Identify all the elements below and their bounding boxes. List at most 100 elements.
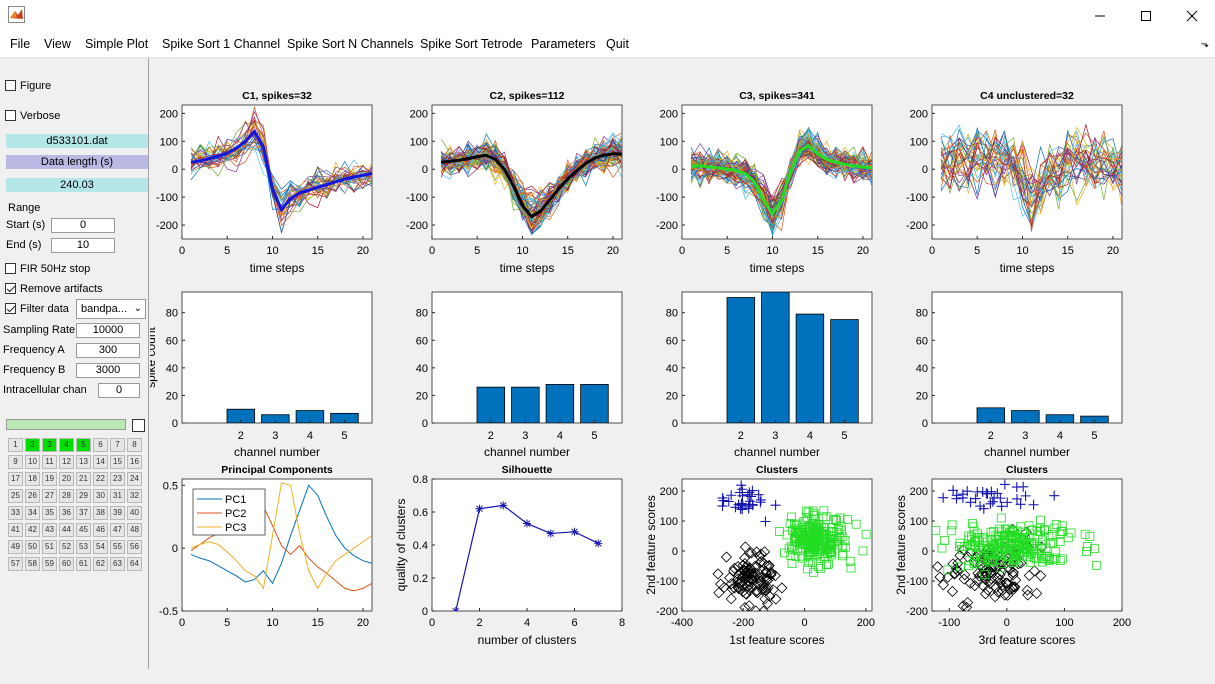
verbose-checkbox[interactable] xyxy=(5,110,16,121)
cluster-point-square xyxy=(1055,537,1065,547)
channel-button-51[interactable]: 51 xyxy=(42,540,57,554)
channel-button-5[interactable]: 5 xyxy=(76,438,91,452)
channel-button-37[interactable]: 37 xyxy=(76,506,91,520)
maximize-button[interactable] xyxy=(1123,0,1169,31)
channel-button-22[interactable]: 22 xyxy=(93,472,108,486)
channel-button-25[interactable]: 25 xyxy=(8,489,23,503)
channel-button-47[interactable]: 47 xyxy=(110,523,125,537)
channel-button-13[interactable]: 13 xyxy=(76,455,91,469)
channel-button-36[interactable]: 36 xyxy=(59,506,74,520)
channel-button-42[interactable]: 42 xyxy=(25,523,40,537)
channel-button-28[interactable]: 28 xyxy=(59,489,74,503)
channel-button-20[interactable]: 20 xyxy=(59,472,74,486)
channel-button-60[interactable]: 60 xyxy=(59,557,74,571)
remove-artifacts-checkbox[interactable] xyxy=(5,283,16,294)
menu-view[interactable]: View xyxy=(44,37,71,51)
channel-button-59[interactable]: 59 xyxy=(42,557,57,571)
menu-simple-plot[interactable]: Simple Plot xyxy=(85,37,149,51)
channel-button-61[interactable]: 61 xyxy=(76,557,91,571)
channel-button-23[interactable]: 23 xyxy=(110,472,125,486)
channel-button-30[interactable]: 30 xyxy=(93,489,108,503)
channel-button-63[interactable]: 63 xyxy=(110,557,125,571)
fir-50hz-checkbox[interactable] xyxy=(5,263,16,274)
bar-ch4 xyxy=(295,410,325,423)
channel-button-16[interactable]: 16 xyxy=(127,455,142,469)
cluster-point-plus xyxy=(948,485,959,496)
channel-button-32[interactable]: 32 xyxy=(127,489,142,503)
channel-button-44[interactable]: 44 xyxy=(59,523,74,537)
channel-button-35[interactable]: 35 xyxy=(42,506,57,520)
channel-button-38[interactable]: 38 xyxy=(93,506,108,520)
minimize-button[interactable] xyxy=(1077,0,1123,31)
menu-quit[interactable]: Quit xyxy=(606,37,629,51)
filter-data-checkbox[interactable] xyxy=(5,303,16,314)
channel-button-7[interactable]: 7 xyxy=(110,438,125,452)
channel-button-40[interactable]: 40 xyxy=(127,506,142,520)
channel-button-8[interactable]: 8 xyxy=(127,438,142,452)
channel-button-31[interactable]: 31 xyxy=(110,489,125,503)
menu-spike-sort-1-channel[interactable]: Spike Sort 1 Channel xyxy=(162,37,281,51)
channel-button-54[interactable]: 54 xyxy=(93,540,108,554)
chart-6: channel number 2 3 4 5 0 20 40 60 80 xyxy=(416,291,623,459)
channel-button-43[interactable]: 43 xyxy=(42,523,57,537)
start-input[interactable]: 0 xyxy=(51,218,115,233)
channel-button-11[interactable]: 11 xyxy=(42,455,57,469)
channel-button-29[interactable]: 29 xyxy=(76,489,91,503)
channel-button-10[interactable]: 10 xyxy=(25,455,40,469)
spike-trace xyxy=(690,141,872,224)
channel-button-6[interactable]: 6 xyxy=(93,438,108,452)
channel-button-62[interactable]: 62 xyxy=(93,557,108,571)
x-tick-label: 0 xyxy=(429,245,435,257)
channel-button-41[interactable]: 41 xyxy=(8,523,23,537)
frequency-b-input[interactable]: 3000 xyxy=(76,363,140,378)
menu-spike-sort-n-channels[interactable]: Spike Sort N Channels xyxy=(287,37,414,51)
menu-spike-sort-tetrode[interactable]: Spike Sort Tetrode xyxy=(420,37,523,51)
channel-button-53[interactable]: 53 xyxy=(76,540,91,554)
channel-button-46[interactable]: 46 xyxy=(93,523,108,537)
channel-button-57[interactable]: 57 xyxy=(8,557,23,571)
menu-parameters[interactable]: Parameters xyxy=(531,37,596,51)
channel-button-27[interactable]: 27 xyxy=(42,489,57,503)
channel-button-17[interactable]: 17 xyxy=(8,472,23,486)
cluster-point-diamond xyxy=(718,581,730,593)
channel-button-50[interactable]: 50 xyxy=(25,540,40,554)
sampling-rate-input[interactable]: 10000 xyxy=(76,323,140,338)
menu-file[interactable]: File xyxy=(10,37,31,51)
figure-checkbox[interactable] xyxy=(5,80,16,91)
channel-button-64[interactable]: 64 xyxy=(127,557,142,571)
channel-button-9[interactable]: 9 xyxy=(8,455,23,469)
channel-button-56[interactable]: 56 xyxy=(127,540,142,554)
channel-button-15[interactable]: 15 xyxy=(110,455,125,469)
channel-button-39[interactable]: 39 xyxy=(110,506,125,520)
channel-button-48[interactable]: 48 xyxy=(127,523,142,537)
channel-button-18[interactable]: 18 xyxy=(25,472,40,486)
channel-button-3[interactable]: 3 xyxy=(42,438,57,452)
channel-button-19[interactable]: 19 xyxy=(42,472,57,486)
channel-button-2[interactable]: 2 xyxy=(25,438,40,452)
channel-button-58[interactable]: 58 xyxy=(25,557,40,571)
channel-button-34[interactable]: 34 xyxy=(25,506,40,520)
close-button[interactable] xyxy=(1169,0,1215,31)
frequency-a-input[interactable]: 300 xyxy=(76,343,140,358)
intracellular-chan-input[interactable]: 0 xyxy=(98,383,140,398)
cluster-point-square xyxy=(809,567,818,577)
legend-label: PC1 xyxy=(225,494,246,506)
spike-trace xyxy=(190,133,372,207)
channel-button-14[interactable]: 14 xyxy=(93,455,108,469)
channel-button-12[interactable]: 12 xyxy=(59,455,74,469)
pc-line-pc3 xyxy=(190,482,372,590)
channel-button-24[interactable]: 24 xyxy=(127,472,142,486)
channel-button-45[interactable]: 45 xyxy=(76,523,91,537)
channel-button-49[interactable]: 49 xyxy=(8,540,23,554)
filter-type-select[interactable]: bandpa... ⌄ xyxy=(76,299,146,319)
channel-all-checkbox[interactable] xyxy=(132,419,145,432)
channel-button-1[interactable]: 1 xyxy=(8,438,23,452)
channel-button-21[interactable]: 21 xyxy=(76,472,91,486)
channel-button-26[interactable]: 26 xyxy=(25,489,40,503)
cluster-point-square xyxy=(805,542,814,552)
channel-button-55[interactable]: 55 xyxy=(110,540,125,554)
end-input[interactable]: 10 xyxy=(51,238,115,253)
channel-button-52[interactable]: 52 xyxy=(59,540,74,554)
channel-button-4[interactable]: 4 xyxy=(59,438,74,452)
channel-button-33[interactable]: 33 xyxy=(8,506,23,520)
